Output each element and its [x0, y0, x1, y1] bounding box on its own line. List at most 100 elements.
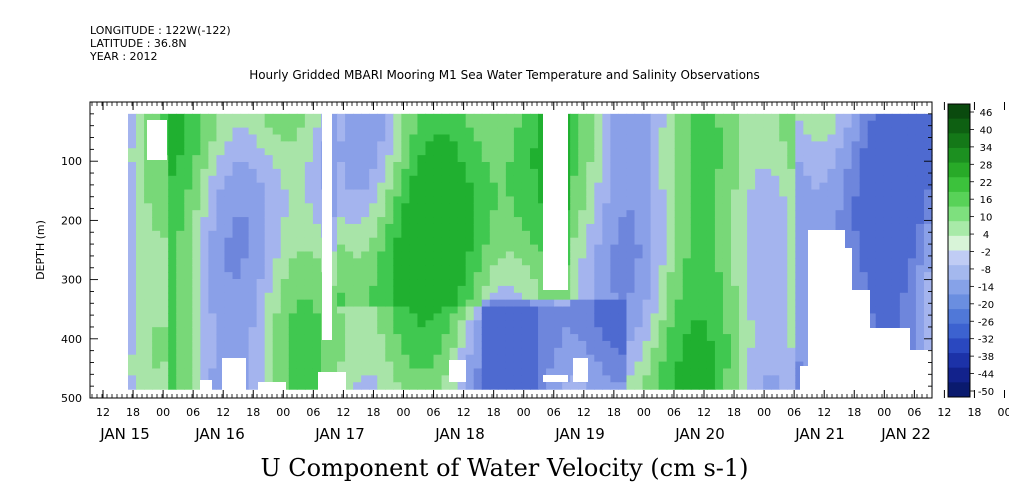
heatmap-cell: [538, 320, 547, 328]
heatmap-cell: [144, 354, 153, 363]
heatmap-cell: [755, 237, 764, 246]
heatmap-cell: [610, 299, 620, 308]
heatmap-cell: [457, 334, 467, 342]
heatmap-cell: [586, 134, 595, 142]
heatmap-cell: [505, 313, 515, 321]
heatmap-cell: [650, 244, 660, 253]
heatmap-cell: [538, 120, 547, 129]
heatmap-cell: [288, 141, 298, 149]
heatmap-cell: [489, 265, 499, 273]
heatmap-cell: [280, 251, 290, 259]
heatmap-cell: [787, 313, 796, 321]
heatmap-cell: [602, 375, 611, 383]
heatmap-cell: [891, 210, 901, 218]
heatmap-cell: [497, 120, 507, 129]
heatmap-cell: [867, 127, 877, 136]
heatmap-cell: [763, 347, 772, 356]
heatmap-cell: [192, 265, 201, 273]
heatmap-cell: [674, 279, 684, 287]
heatmap-cell: [369, 244, 378, 253]
heatmap-cell: [369, 354, 378, 363]
heatmap-cell: [706, 134, 716, 142]
heatmap-cell: [875, 230, 885, 239]
heatmap-cell: [755, 368, 764, 376]
heatmap-cell: [650, 168, 660, 177]
heatmap-cell: [441, 347, 451, 356]
heatmap-cell: [899, 182, 909, 191]
heatmap-cell: [851, 223, 861, 232]
heatmap-cell: [224, 148, 234, 156]
heatmap-cell: [739, 354, 748, 363]
heatmap-cell: [409, 251, 419, 259]
heatmap-cell: [731, 251, 740, 259]
heatmap-cell: [393, 155, 402, 163]
colorbar-label: 4: [983, 230, 989, 241]
heatmap-cell: [296, 175, 306, 184]
heatmap-cell: [907, 292, 917, 301]
heatmap-cell: [329, 272, 338, 280]
heatmap-cell: [722, 244, 732, 253]
heatmap-cell: [385, 327, 394, 335]
heatmap-cell: [345, 327, 354, 335]
heatmap-cell: [690, 175, 700, 184]
heatmap-cell: [586, 306, 595, 315]
heatmap-cell: [152, 237, 161, 246]
heatmap-cell: [272, 292, 282, 301]
heatmap-cell: [160, 175, 169, 184]
heatmap-cell: [731, 306, 740, 315]
heatmap-cell: [899, 134, 909, 142]
heatmap-cell: [779, 313, 788, 321]
heatmap-cell: [602, 347, 611, 356]
heatmap-cell: [634, 113, 644, 122]
missing-data-regions: [147, 112, 932, 390]
heatmap-cell: [304, 292, 314, 301]
heatmap-cell: [538, 217, 547, 225]
heatmap-cell: [377, 327, 386, 335]
heatmap-cell: [521, 327, 531, 335]
missing-data-region: [808, 230, 845, 390]
heatmap-cell: [843, 155, 853, 163]
heatmap-cell: [610, 361, 620, 370]
heatmap-cell: [666, 258, 676, 266]
heatmap-cell: [433, 327, 443, 335]
heatmap-cell: [192, 334, 201, 342]
heatmap-cell: [425, 217, 435, 225]
heatmap-cell: [184, 175, 193, 184]
heatmap-cell: [176, 203, 185, 211]
heatmap-cell: [530, 361, 539, 370]
heatmap-cell: [739, 285, 748, 294]
heatmap-cell: [594, 230, 603, 239]
heatmap-cell: [899, 285, 909, 294]
heatmap-cell: [192, 217, 201, 225]
heatmap-cell: [441, 244, 451, 253]
heatmap-cell: [698, 237, 708, 246]
heatmap-cell: [698, 258, 708, 266]
heatmap-cell: [224, 272, 234, 280]
heatmap-cell: [513, 368, 523, 376]
heatmap-cell: [144, 368, 153, 376]
heatmap-cell: [280, 354, 290, 363]
heatmap-cell: [312, 196, 322, 204]
heatmap-cell: [771, 258, 780, 266]
heatmap-cell: [851, 279, 861, 287]
heatmap-cell: [562, 327, 571, 335]
heatmap-cell: [280, 285, 290, 294]
heatmap-cell: [666, 368, 676, 376]
heatmap-cell: [722, 368, 732, 376]
heatmap-cell: [731, 203, 740, 211]
heatmap-cell: [497, 210, 507, 218]
heatmap-cell: [393, 354, 402, 363]
heatmap-cell: [554, 354, 563, 363]
heatmap-cell: [634, 320, 644, 328]
heatmap-cell: [883, 162, 893, 170]
heatmap-cell: [779, 182, 788, 191]
heatmap-cell: [481, 279, 491, 287]
heatmap-cell: [899, 168, 909, 177]
heatmap-cell: [152, 196, 161, 204]
heatmap-cell: [176, 148, 185, 156]
missing-data-region: [543, 112, 568, 290]
heatmap-cell: [152, 272, 161, 280]
heatmap-cell: [795, 382, 804, 390]
heatmap-cell: [747, 285, 756, 294]
heatmap-cell: [763, 361, 772, 370]
